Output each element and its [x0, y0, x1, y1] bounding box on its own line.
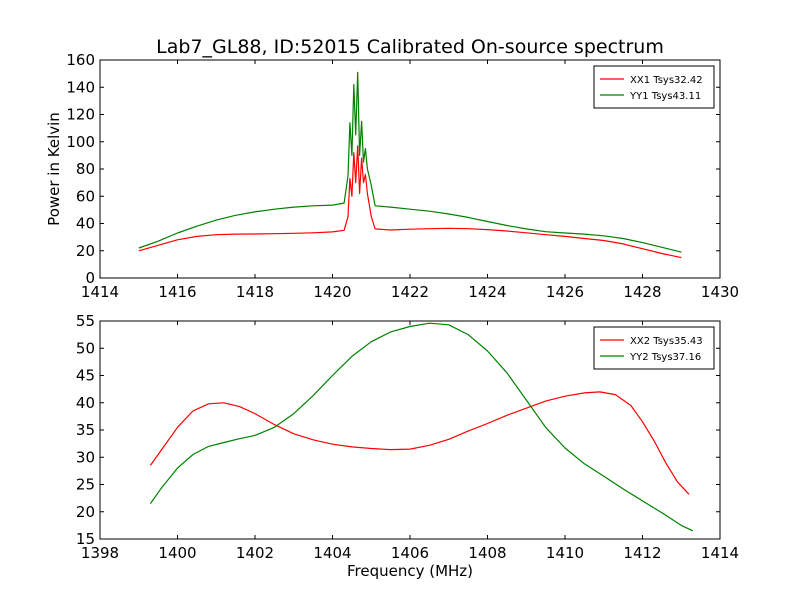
bottom-series-line-2: [149, 322, 694, 532]
bottom-x-tick-label: 1414: [701, 544, 739, 562]
bottom-x-tick-label: 1406: [391, 544, 429, 562]
bottom-y-tick-label: 35: [76, 421, 95, 439]
top-y-tick-label: 40: [76, 215, 95, 233]
bottom-series-line-1: [149, 391, 690, 495]
top-x-tick-label: 1414: [81, 283, 119, 301]
top-y-tick-label: 120: [66, 106, 95, 124]
top-y-axis-label: Power in Kelvin: [45, 112, 63, 226]
bottom-y-tick-label: 50: [76, 339, 95, 357]
top-y-tick-label: 20: [76, 242, 95, 260]
top-x-tick-label: 1428: [623, 283, 661, 301]
bottom-y-tick-label: 20: [76, 503, 95, 521]
top-x-tick-label: 1426: [546, 283, 584, 301]
bottom-y-tick-label: 15: [76, 530, 95, 548]
bottom-y-tick-label: 30: [76, 448, 95, 466]
bottom-legend: XX2 Tsys35.43 YY2 Tsys37.16: [593, 326, 715, 370]
bottom-x-tick-label: 1400: [158, 544, 196, 562]
bottom-x-axis-label: Frequency (MHz): [347, 562, 473, 580]
bottom-y-tick-label: 40: [76, 394, 95, 412]
bottom-x-tick-label: 1402: [236, 544, 274, 562]
top-x-tick-label: 1416: [158, 283, 196, 301]
top-plot: 1414 1416 1418 1420 1422 1424 1426 1428 1430 0 20 4…: [45, 51, 739, 301]
bottom-legend-box: [593, 326, 715, 370]
bottom-x-tick-label: 1404: [313, 544, 351, 562]
top-y-tick-label: 160: [66, 51, 95, 69]
bottom-x-tick-label: 1410: [546, 544, 584, 562]
bottom-x-tick-label: 1398: [81, 544, 119, 562]
bottom-x-tick-label: 1412: [623, 544, 661, 562]
top-x-tick-label: 1418: [236, 283, 274, 301]
top-legend: XX1 Tsys32.42 YY1 Tsys43.11: [593, 65, 715, 109]
top-y-tick-label: 140: [66, 78, 95, 96]
top-legend-label-1: XX1 Tsys32.42: [630, 75, 703, 86]
bottom-y-tick-label: 45: [76, 367, 95, 385]
bottom-plot: 1398 1400 1402 1404 1406 1408 1410 1412 1414 15 20…: [76, 312, 739, 580]
top-y-tick-label: 100: [66, 133, 95, 151]
top-y-tick-label: 60: [76, 187, 95, 205]
top-legend-box: [593, 65, 715, 109]
bottom-legend-label-2: YY2 Tsys37.16: [629, 352, 701, 363]
top-x-tick-label: 1422: [391, 283, 429, 301]
bottom-y-tick-label: 25: [76, 476, 95, 494]
top-x-tick-label: 1424: [468, 283, 506, 301]
bottom-x-tick-label: 1408: [468, 544, 506, 562]
top-series-line-1: [138, 145, 682, 259]
chart-title: Lab7_GL88, ID:52015 Calibrated On-source…: [156, 36, 664, 58]
top-x-tick-label: 1420: [313, 283, 351, 301]
top-y-tick-label: 80: [76, 160, 95, 178]
top-y-tick-label: 0: [85, 269, 95, 287]
bottom-legend-label-1: XX2 Tsys35.43: [630, 336, 703, 347]
top-series-line-2: [138, 71, 682, 253]
bottom-y-tick-label: 55: [76, 312, 95, 330]
top-legend-label-2: YY1 Tsys43.11: [629, 91, 701, 102]
top-x-tick-label: 1430: [701, 283, 739, 301]
